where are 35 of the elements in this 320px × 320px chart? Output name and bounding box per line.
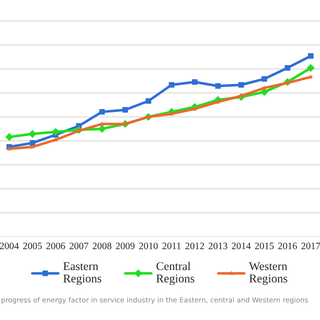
point [192,79,198,85]
point [306,64,315,72]
point [99,109,105,115]
point [260,88,268,96]
point [215,83,221,89]
legend-label: Eastern Regions [63,262,102,285]
legend-label: Central Regions [156,262,194,285]
x-tick-label: 2006 [46,242,66,250]
x-tick-label: 2014 [232,242,251,250]
point [262,76,268,82]
x-tick-label: 2015 [255,242,274,250]
point [30,140,36,146]
x-tick-label: 2011 [162,242,181,250]
point [98,124,106,133]
point [5,133,14,141]
point [28,130,36,138]
point [308,53,314,59]
x-tick-label: 2009 [116,242,135,250]
point [146,98,152,104]
x-tick-label: 2016 [278,242,297,250]
x-tick-label: 2008 [92,242,112,250]
point [284,65,290,71]
point [238,82,244,88]
legend-label: Western Regions [249,262,288,285]
point [122,107,128,113]
x-tick-label: 2017 [301,242,320,250]
x-tick-label: 2012 [185,242,204,250]
x-tick-label: 2005 [23,242,42,250]
x-tick-label: 2007 [70,242,88,250]
point [308,74,314,80]
x-tick-label: 2013 [208,242,228,250]
point [168,82,174,88]
x-tick-label: 2004 [0,242,19,250]
point [52,128,60,136]
x-tick-label: 2010 [139,242,158,250]
